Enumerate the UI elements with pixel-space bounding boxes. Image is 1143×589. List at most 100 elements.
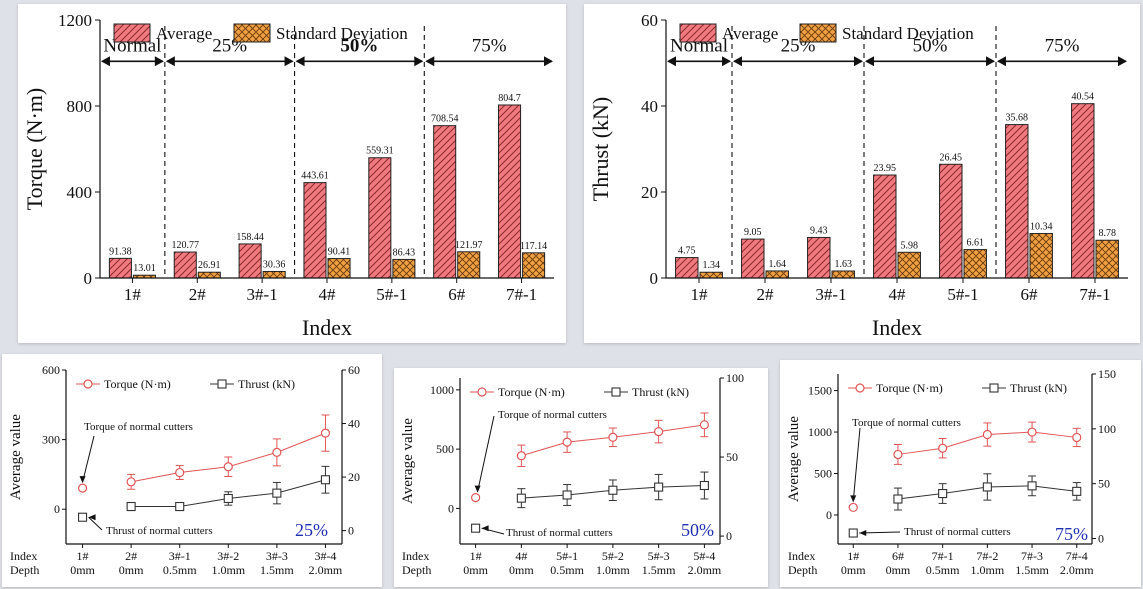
annotation-arrowhead (850, 495, 857, 503)
x-depth-label: 0mm (119, 563, 144, 577)
torque-point (562, 437, 572, 447)
group-label: 50% (340, 35, 378, 56)
left-y-tick-label: 300 (42, 433, 60, 447)
legend-swatch (113, 23, 151, 43)
bar-value-label: 8.78 (1098, 228, 1116, 239)
legend-swatch (679, 23, 717, 43)
bar-value-label: 443.61 (301, 171, 329, 182)
x-depth-label: 0.5mm (926, 563, 960, 577)
legend-label: Torque (N·m) (498, 385, 565, 399)
x-tick-label: 6# (448, 285, 466, 304)
torque-point (470, 493, 481, 503)
arrow-head-left (295, 56, 305, 67)
right-y-tick-label: 50 (726, 450, 738, 464)
left-y-tick-label: 1000 (808, 425, 832, 439)
thrust-point (562, 490, 572, 500)
thrust-point (654, 482, 664, 492)
std-dev-bar (897, 251, 921, 279)
index-row-label: Index (402, 549, 429, 563)
legend-label: Thrust (kN) (632, 385, 689, 399)
y-tick-label: 0 (84, 269, 93, 288)
right-y-tick-label: 20 (348, 470, 360, 484)
y-tick-label: 0 (650, 269, 659, 288)
average-bar (173, 251, 197, 279)
bar-value-label: 708.54 (431, 114, 459, 125)
thrust-point (223, 493, 233, 504)
left-y-tick-label: 600 (42, 363, 60, 377)
x-tick-label: 5#-1 (376, 285, 407, 304)
torque-point (272, 447, 282, 457)
right-y-tick-label: 0 (348, 524, 354, 538)
x-depth-label: 0.5mm (550, 563, 584, 577)
y-axis-label: Average value (400, 418, 416, 504)
legend-label: Standard Deviation (842, 24, 974, 43)
std-dev-bar (197, 271, 221, 279)
legend-label: Torque (N·m) (876, 381, 943, 395)
torque-normal-annotation: Torque of normal cutters (852, 417, 961, 429)
left-y-tick-label: 500 (814, 467, 832, 481)
average-bar (1005, 124, 1029, 279)
x-tick-label: 4# (889, 285, 907, 304)
average-bar (939, 163, 963, 279)
std-dev-bar (765, 270, 789, 279)
legend-label: Thrust (kN) (238, 377, 295, 391)
average-bar (498, 104, 522, 279)
torque-point (893, 449, 903, 460)
arrow-head-right (544, 56, 553, 67)
x-index-label: 7#-3 (1021, 549, 1043, 563)
x-depth-label: 0.5mm (163, 563, 197, 577)
y-axis-label: Thrust (kN) (588, 97, 613, 201)
y-tick-label: 400 (67, 183, 93, 202)
bar-value-label: 26.45 (940, 152, 963, 163)
thrust-point (175, 501, 185, 512)
arrow-head-left (865, 56, 874, 67)
std-dev-bar (1029, 233, 1053, 279)
bar-value-label: 40.54 (1072, 92, 1095, 103)
torque-point (1027, 427, 1037, 437)
average-bar (741, 238, 765, 279)
x-tick-label: 1# (691, 285, 709, 304)
thrust-point (320, 475, 330, 485)
thrust-normal-annotation: Thrust of normal cutters (106, 525, 213, 537)
line-chart-50-panel: 0 500 1000 0 50 100 Average value Index Depth 1# 0… (394, 368, 768, 587)
torque-normal-annotation: Torque of normal cutters (84, 421, 193, 433)
torque-point (77, 483, 88, 493)
bar-value-label: 4.75 (678, 246, 696, 257)
thrust-bar-chart-panel: Normal 25% 50% 75% 4.75 1.34 1# 9.05 1.64 2# 9.43 1… (584, 4, 1140, 343)
thrust-point (126, 501, 136, 512)
thrust-point (1072, 486, 1082, 496)
torque-point (848, 502, 858, 513)
group-label: 75% (1045, 35, 1080, 56)
x-depth-label: 1.0mm (211, 563, 245, 577)
x-index-label: 5#-3 (648, 549, 670, 563)
percentage-tag: 50% (681, 520, 714, 540)
thrust-point (1027, 481, 1037, 491)
legend-marker (611, 387, 621, 397)
y-axis-label: Torque (N·m) (22, 88, 47, 210)
line-chart-75-panel: 0 500 1000 1500 0 50 100 150 Average value Index D… (780, 360, 1141, 587)
x-index-label: 1# (77, 549, 89, 563)
torque-point (320, 428, 331, 438)
x-depth-label: 0mm (509, 563, 534, 577)
thrust-point (272, 488, 282, 498)
average-bar (675, 257, 699, 279)
bar-value-label: 9.05 (744, 227, 762, 238)
depth-row-label: Depth (10, 563, 39, 577)
x-index-label: 2# (125, 549, 137, 563)
thrust-point (78, 512, 88, 522)
x-index-label: 5#-4 (693, 549, 715, 563)
arrow-head-left (667, 56, 676, 67)
legend-label: Average (722, 24, 778, 43)
x-index-label: 3#-4 (314, 549, 336, 563)
annotation-arrowhead (88, 514, 96, 521)
y-tick-label: 1200 (58, 11, 92, 30)
annotation-arrowhead (474, 485, 481, 493)
depth-row-label: Depth (788, 563, 817, 577)
percentage-tag: 25% (295, 520, 328, 540)
left-y-tick-label: 0 (826, 508, 832, 522)
bar-value-label: 5.98 (900, 240, 918, 251)
line-chart-25-panel: 0 300 600 0 20 40 60 Average value Index Depth 1# 0… (2, 354, 382, 587)
std-dev-bar (392, 258, 416, 279)
